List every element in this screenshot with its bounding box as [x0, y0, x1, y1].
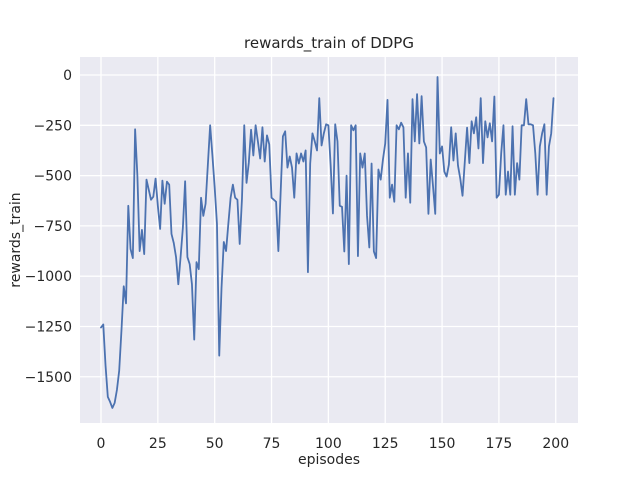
- x-tick-label: 75: [263, 436, 281, 452]
- x-tick-label: 175: [486, 436, 513, 452]
- rewards-line: [100, 76, 555, 409]
- x-tick-label: 125: [372, 436, 399, 452]
- x-tick-label: 150: [429, 436, 456, 452]
- y-tick-label: −250: [34, 118, 72, 134]
- x-tick-label: 25: [149, 436, 167, 452]
- y-axis-label: rewards_train: [8, 192, 24, 288]
- x-tick-label: 0: [97, 436, 106, 452]
- x-tick-label: 50: [206, 436, 224, 452]
- y-tick-label: −1500: [25, 370, 72, 386]
- x-tick-label: 200: [542, 436, 569, 452]
- y-tick-label: 0: [63, 68, 72, 84]
- y-tick-label: −750: [34, 219, 72, 235]
- x-axis-label: episodes: [297, 452, 361, 468]
- y-tick-label: −1000: [25, 269, 72, 285]
- x-tick-label: 100: [315, 436, 342, 452]
- y-tick-label: −500: [34, 169, 72, 185]
- y-tick-label: −1250: [25, 319, 72, 335]
- chart-title: rewards_train of DDPG: [244, 34, 414, 52]
